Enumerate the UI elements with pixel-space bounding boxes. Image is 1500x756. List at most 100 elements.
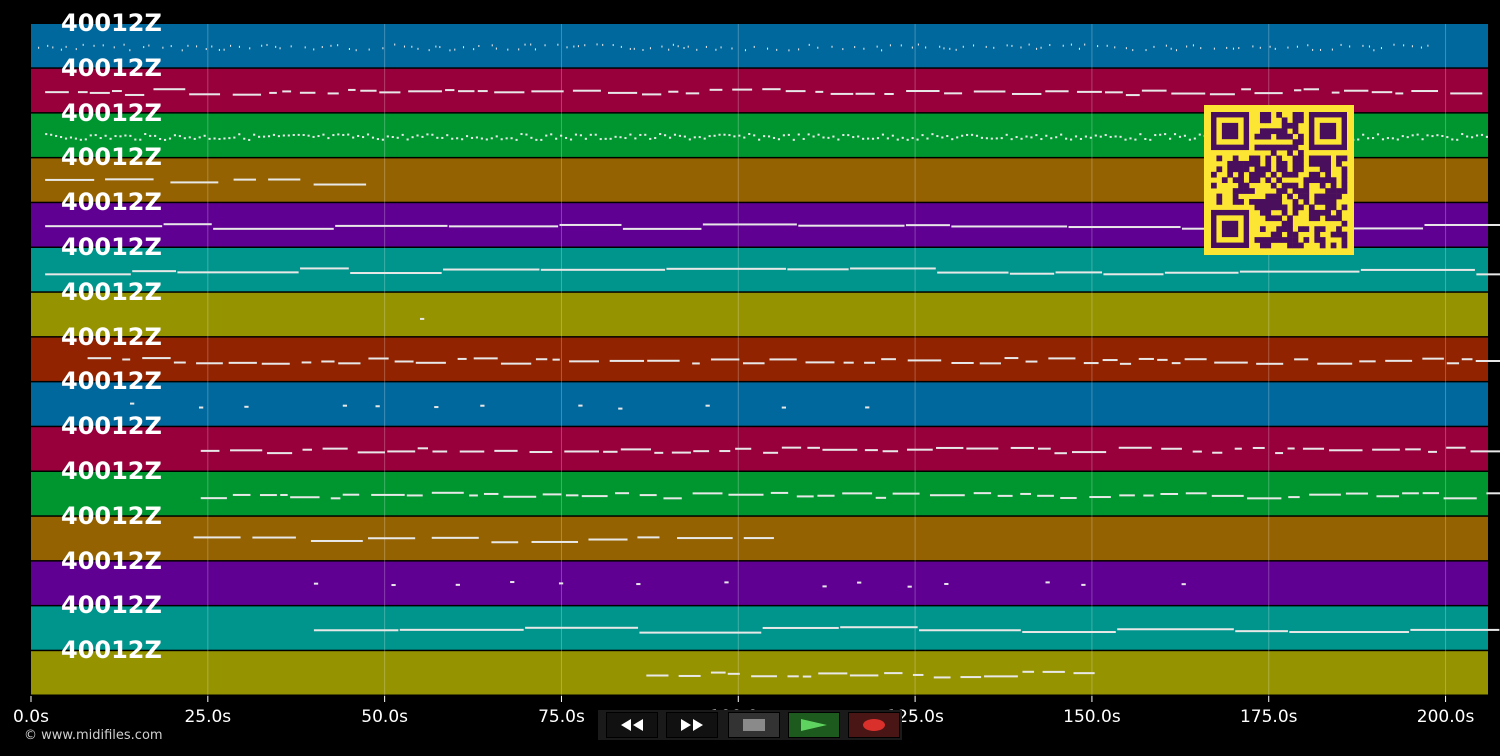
note [642, 48, 644, 51]
note [233, 136, 236, 139]
note [855, 92, 875, 95]
qr-module [1281, 220, 1288, 227]
note [659, 133, 662, 136]
qr-module [1319, 226, 1326, 232]
qr-module [1232, 160, 1239, 167]
note [941, 136, 944, 139]
note [436, 136, 439, 139]
qr-module [1303, 182, 1310, 189]
play-icon [801, 719, 827, 731]
note [1461, 133, 1464, 136]
qr-module [1243, 166, 1250, 173]
note [55, 134, 58, 137]
track-lane [31, 337, 1488, 381]
note [228, 361, 257, 364]
note [1441, 134, 1444, 137]
rewind-button[interactable] [606, 712, 658, 738]
qr-module [1292, 182, 1299, 189]
note [1132, 49, 1134, 52]
qr-module [1265, 160, 1272, 167]
note [451, 137, 454, 140]
note [64, 137, 68, 140]
time-tick-label: 50.0s [361, 707, 408, 727]
note [261, 44, 263, 47]
note [728, 493, 764, 496]
note [394, 43, 396, 46]
time-tick-label: 175.0s [1239, 707, 1298, 727]
note [368, 537, 416, 540]
note [1186, 45, 1188, 48]
qr-module [1281, 133, 1288, 140]
note [1084, 135, 1087, 138]
play-button[interactable] [788, 712, 840, 738]
note [244, 405, 249, 408]
qr-module [1281, 117, 1288, 124]
note [677, 45, 679, 48]
qr-module [1336, 209, 1342, 216]
note [1416, 133, 1419, 136]
note [348, 88, 356, 91]
note [1305, 227, 1424, 230]
qr-module [1265, 155, 1272, 162]
note [1446, 362, 1460, 365]
qr-module [1287, 182, 1293, 189]
note [1042, 670, 1065, 673]
note [494, 449, 518, 452]
track-label: 40012Z [61, 188, 162, 217]
note [1134, 138, 1137, 141]
note [77, 91, 88, 94]
note [1386, 137, 1389, 140]
note [687, 45, 689, 48]
note [1411, 90, 1439, 93]
note [1421, 138, 1424, 141]
note [545, 134, 548, 137]
note [228, 137, 231, 140]
note [462, 46, 465, 49]
note [1030, 136, 1033, 139]
qr-module [1303, 177, 1310, 184]
note [130, 402, 135, 405]
note [990, 137, 993, 140]
note [917, 43, 919, 46]
note [864, 361, 875, 364]
note [798, 224, 905, 227]
stop-button[interactable] [728, 712, 780, 738]
note [188, 136, 191, 139]
note [817, 46, 819, 49]
note [368, 357, 389, 360]
note [445, 89, 455, 92]
note [213, 137, 216, 140]
note [787, 268, 849, 271]
note [406, 494, 423, 497]
note [822, 136, 825, 139]
qr-module [1298, 112, 1304, 118]
qr-module [1298, 226, 1304, 232]
qr-module [1314, 171, 1321, 178]
note [94, 134, 97, 137]
track-lane [31, 68, 1488, 113]
note [258, 135, 261, 138]
note [842, 48, 844, 51]
note [993, 46, 995, 49]
qr-module [1216, 166, 1223, 173]
fast-forward-button[interactable] [666, 712, 718, 738]
note [301, 361, 312, 364]
note [428, 49, 430, 52]
qr-module [1330, 242, 1337, 249]
note [337, 44, 339, 47]
note [558, 582, 564, 585]
note [566, 46, 568, 49]
note [951, 225, 1068, 228]
note [985, 45, 987, 48]
note [769, 358, 797, 361]
record-button[interactable] [848, 712, 900, 738]
note [1446, 136, 1449, 139]
note [1200, 47, 1202, 50]
note [720, 46, 722, 49]
note [287, 134, 290, 137]
note [269, 91, 277, 94]
note [984, 675, 1018, 678]
note [266, 43, 268, 46]
note [1309, 493, 1341, 496]
qr-module [1254, 144, 1261, 151]
